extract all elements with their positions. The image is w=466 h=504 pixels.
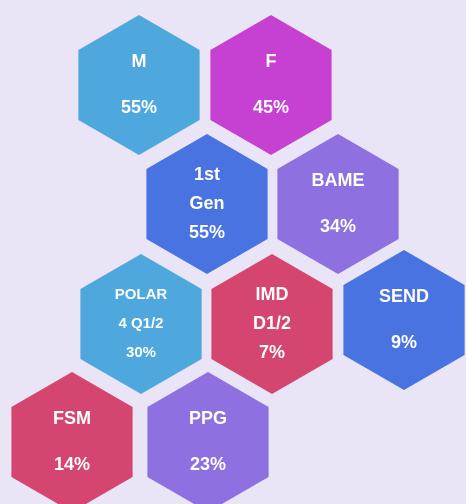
- hexagon-label: M: [132, 51, 147, 71]
- hexagon-value: 23%: [190, 454, 226, 474]
- hexagon-label: SEND: [379, 286, 429, 306]
- hexagon-label: POLAR: [115, 286, 168, 303]
- hexagon-label: BAME: [312, 170, 365, 190]
- hexagon: [277, 134, 399, 274]
- hexagon: [11, 372, 133, 504]
- hexagon-value: 30%: [126, 344, 156, 361]
- hexagon: [210, 15, 332, 155]
- hexagon: [211, 254, 333, 394]
- hexagon-value: 45%: [253, 97, 289, 117]
- hexagon: [343, 250, 465, 390]
- hexagon: [78, 15, 200, 155]
- hexagon-label: IMD: [256, 284, 289, 304]
- hexagon-label: 4 Q1/2: [118, 315, 163, 332]
- hexagon-label: PPG: [189, 408, 227, 428]
- hexagon-label: D1/2: [253, 313, 291, 333]
- hexagon-label: 1st: [194, 164, 220, 184]
- hexagon: [80, 254, 202, 394]
- hexagon: [147, 372, 269, 504]
- hexagon-label: F: [266, 51, 277, 71]
- hexagon-value: 34%: [320, 216, 356, 236]
- hexagon-value: 55%: [121, 97, 157, 117]
- hexagon: [146, 134, 268, 274]
- hexagon-label: Gen: [189, 193, 224, 213]
- hexagon-value: 7%: [259, 342, 285, 362]
- hexagon-value: 14%: [54, 454, 90, 474]
- hexagon-value: 9%: [391, 332, 417, 352]
- hexagon-label: FSM: [53, 408, 91, 428]
- hexagon-value: 55%: [189, 222, 225, 242]
